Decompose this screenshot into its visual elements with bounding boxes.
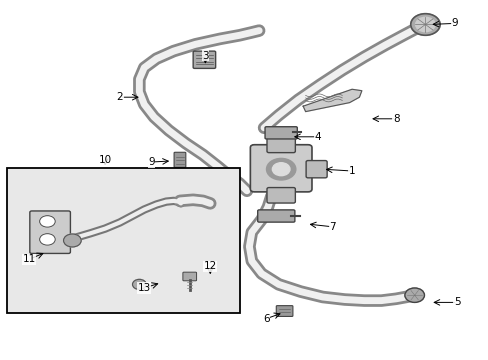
FancyBboxPatch shape	[257, 210, 294, 222]
Text: 5: 5	[453, 297, 460, 307]
FancyBboxPatch shape	[264, 127, 297, 139]
Circle shape	[410, 14, 439, 35]
Circle shape	[40, 234, 55, 245]
Circle shape	[63, 234, 81, 247]
Circle shape	[404, 288, 424, 302]
Text: 12: 12	[203, 261, 217, 271]
FancyBboxPatch shape	[250, 145, 311, 192]
FancyBboxPatch shape	[174, 152, 185, 167]
Circle shape	[272, 163, 289, 176]
FancyBboxPatch shape	[276, 306, 292, 316]
FancyBboxPatch shape	[266, 137, 295, 153]
Text: 2: 2	[116, 92, 123, 102]
Text: 11: 11	[22, 254, 36, 264]
Text: 1: 1	[348, 166, 355, 176]
FancyBboxPatch shape	[30, 211, 70, 253]
Circle shape	[40, 216, 55, 227]
Text: 10: 10	[99, 155, 111, 165]
Text: 4: 4	[314, 132, 321, 142]
Circle shape	[266, 158, 295, 180]
Text: 3: 3	[202, 51, 208, 61]
FancyBboxPatch shape	[305, 161, 326, 178]
FancyBboxPatch shape	[183, 272, 196, 281]
Text: 6: 6	[263, 314, 269, 324]
Circle shape	[132, 279, 146, 289]
FancyBboxPatch shape	[193, 51, 215, 68]
Bar	[7, 168, 239, 313]
FancyBboxPatch shape	[266, 188, 295, 203]
Text: 7: 7	[328, 222, 335, 232]
Text: 9: 9	[450, 18, 457, 28]
Text: 13: 13	[137, 283, 151, 293]
Text: 9: 9	[148, 157, 155, 167]
Polygon shape	[303, 89, 361, 112]
Text: 8: 8	[392, 114, 399, 124]
Circle shape	[415, 17, 434, 32]
